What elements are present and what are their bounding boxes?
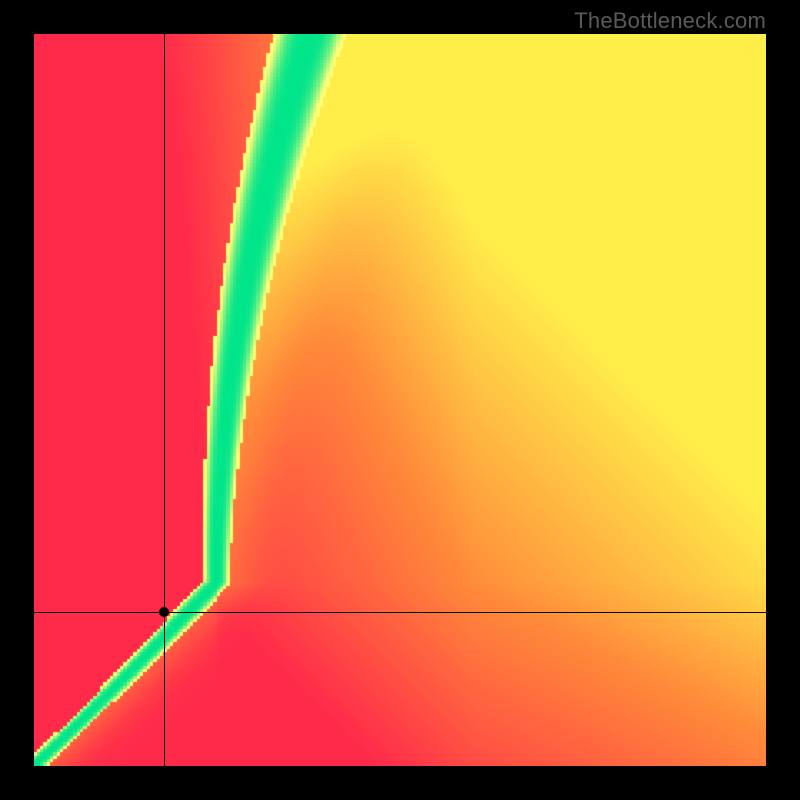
crosshair-vertical [164,34,165,766]
plot-area [34,34,766,766]
crosshair-horizontal [34,612,766,613]
heatmap-canvas [34,34,766,766]
crosshair-marker-dot [159,607,169,617]
watermark-text: TheBottleneck.com [574,8,766,34]
